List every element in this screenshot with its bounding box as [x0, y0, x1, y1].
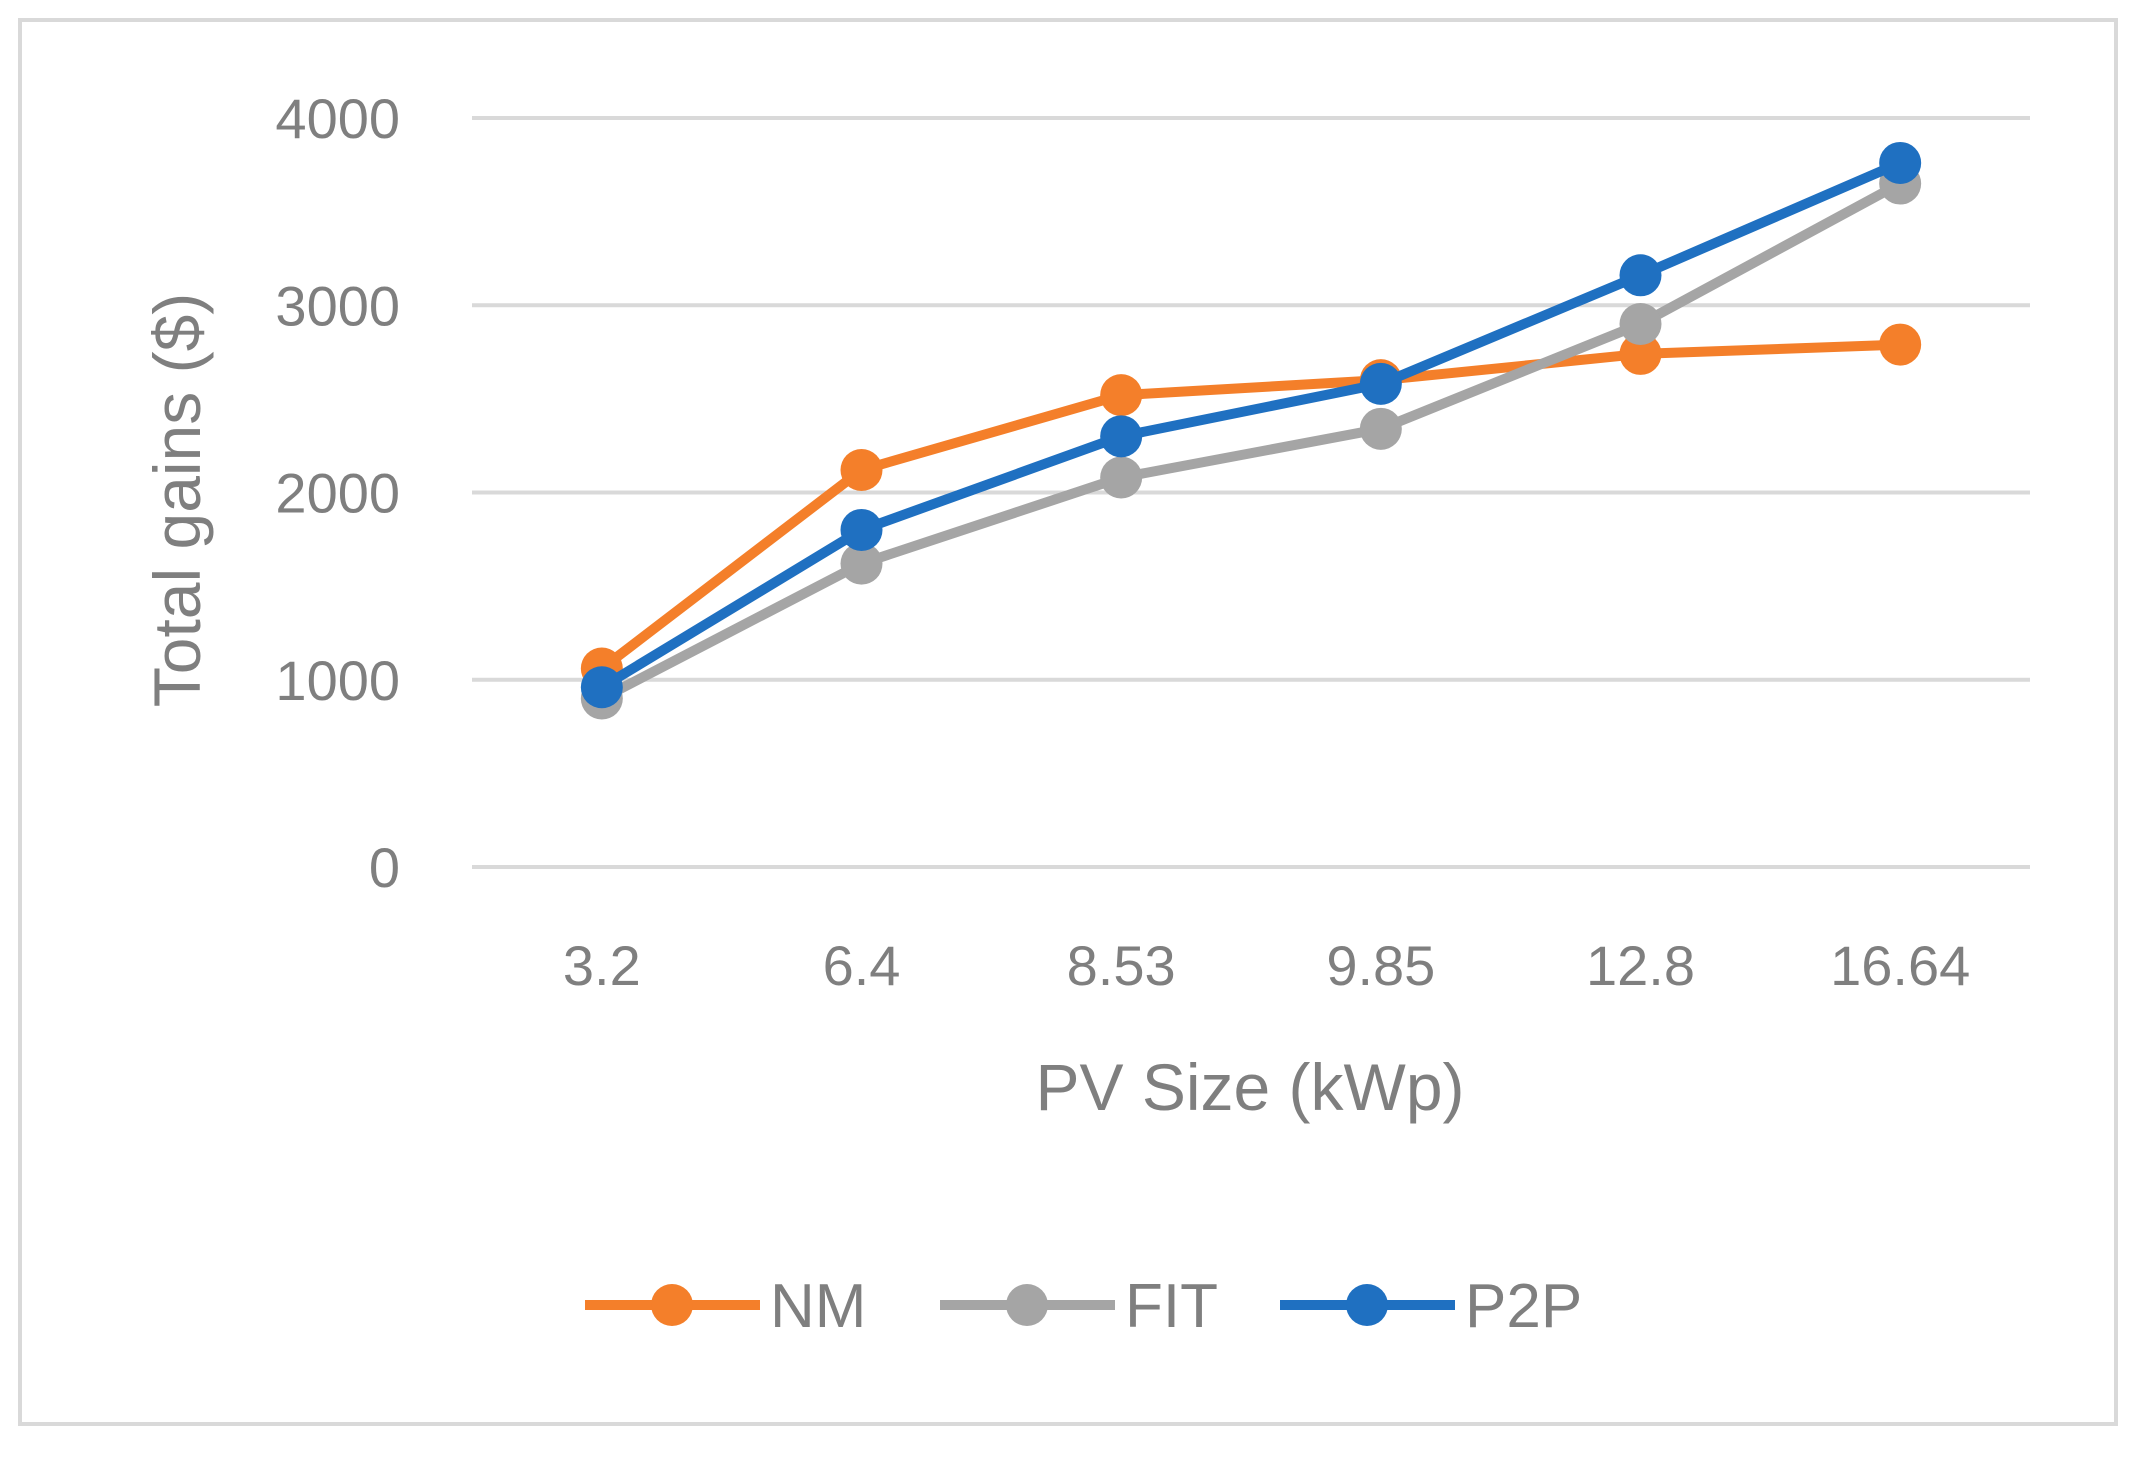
point-fit-12.8 [1619, 302, 1662, 345]
point-fit-8.53 [1100, 456, 1143, 499]
series-nm [580, 323, 1922, 690]
point-p2p-12.8 [1619, 254, 1662, 297]
point-p2p-8.53 [1100, 415, 1143, 458]
x-tick-label-6.4: 6.4 [823, 934, 901, 997]
y-axis-title: Total gains ($) [140, 293, 214, 708]
legend-marker-fit [1006, 1284, 1048, 1326]
legend-label-fit: FIT [1125, 1272, 1218, 1341]
point-fit-6.4 [840, 542, 883, 585]
point-p2p-6.4 [840, 508, 883, 551]
legend-label-nm: NM [770, 1272, 866, 1341]
point-p2p-16.64 [1879, 141, 1922, 184]
point-nm-12.8 [1619, 332, 1662, 375]
x-tick-label-12.8: 12.8 [1586, 934, 1695, 997]
y-tick-label-4000: 4000 [275, 87, 400, 150]
point-nm-8.53 [1100, 374, 1143, 417]
y-tick-label-0: 0 [369, 836, 400, 899]
data-series [580, 141, 1922, 720]
gridlines [472, 116, 2030, 869]
point-nm-16.64 [1879, 323, 1922, 366]
legend-marker-p2p [1346, 1284, 1388, 1326]
series-line-fit [599, 179, 1903, 703]
legend-marker-nm [651, 1284, 693, 1326]
point-p2p-9.85 [1359, 362, 1402, 405]
series-line-p2p [599, 158, 1903, 692]
legend-item-nm: NM [585, 1272, 866, 1341]
x-tick-label-8.53: 8.53 [1067, 934, 1176, 997]
y-tick-label-1000: 1000 [275, 649, 400, 712]
legend-label-p2p: P2P [1465, 1272, 1582, 1341]
point-fit-9.85 [1359, 407, 1402, 450]
legend: NM FIT P2P [585, 1272, 1582, 1341]
x-axis-tick-labels: 3.2 6.4 8.53 9.85 12.8 16.64 [563, 934, 1970, 997]
point-p2p-3.2 [580, 666, 623, 709]
y-tick-label-2000: 2000 [275, 462, 400, 525]
x-tick-label-9.85: 9.85 [1326, 934, 1435, 997]
series-line-nm [598, 339, 1901, 673]
x-tick-label-3.2: 3.2 [563, 934, 641, 997]
x-tick-label-16.64: 16.64 [1830, 934, 1970, 997]
x-axis-title: PV Size (kWp) [1035, 1050, 1464, 1124]
point-nm-6.4 [840, 449, 883, 492]
y-tick-label-3000: 3000 [275, 274, 400, 337]
legend-item-p2p: P2P [1280, 1272, 1582, 1341]
y-axis-tick-labels: 0 1000 2000 3000 4000 [275, 87, 400, 899]
legend-item-fit: FIT [940, 1272, 1218, 1341]
series-p2p [580, 141, 1922, 709]
